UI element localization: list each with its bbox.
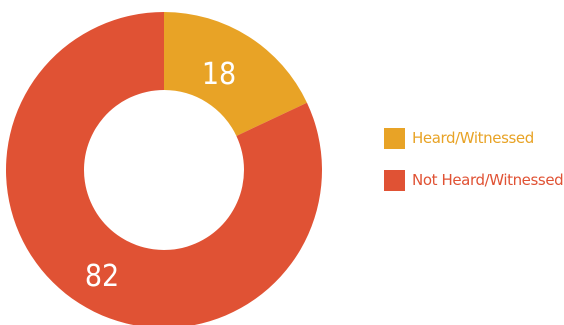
legend-label-not-heard: Not Heard/Witnessed bbox=[412, 171, 564, 189]
data-label-not-heard: 82 bbox=[85, 259, 119, 294]
legend-swatch-not-heard bbox=[384, 169, 405, 191]
data-label-heard: 18 bbox=[202, 57, 236, 92]
legend-swatch-heard bbox=[384, 127, 405, 149]
legend: Heard/Witnessed Not Heard/Witnessed bbox=[384, 126, 564, 210]
legend-label-heard: Heard/Witnessed bbox=[412, 129, 534, 147]
legend-item-not-heard: Not Heard/Witnessed bbox=[384, 168, 564, 192]
slice-heard bbox=[164, 12, 307, 136]
slice-not-heard bbox=[6, 12, 322, 325]
legend-item-heard: Heard/Witnessed bbox=[384, 126, 563, 150]
